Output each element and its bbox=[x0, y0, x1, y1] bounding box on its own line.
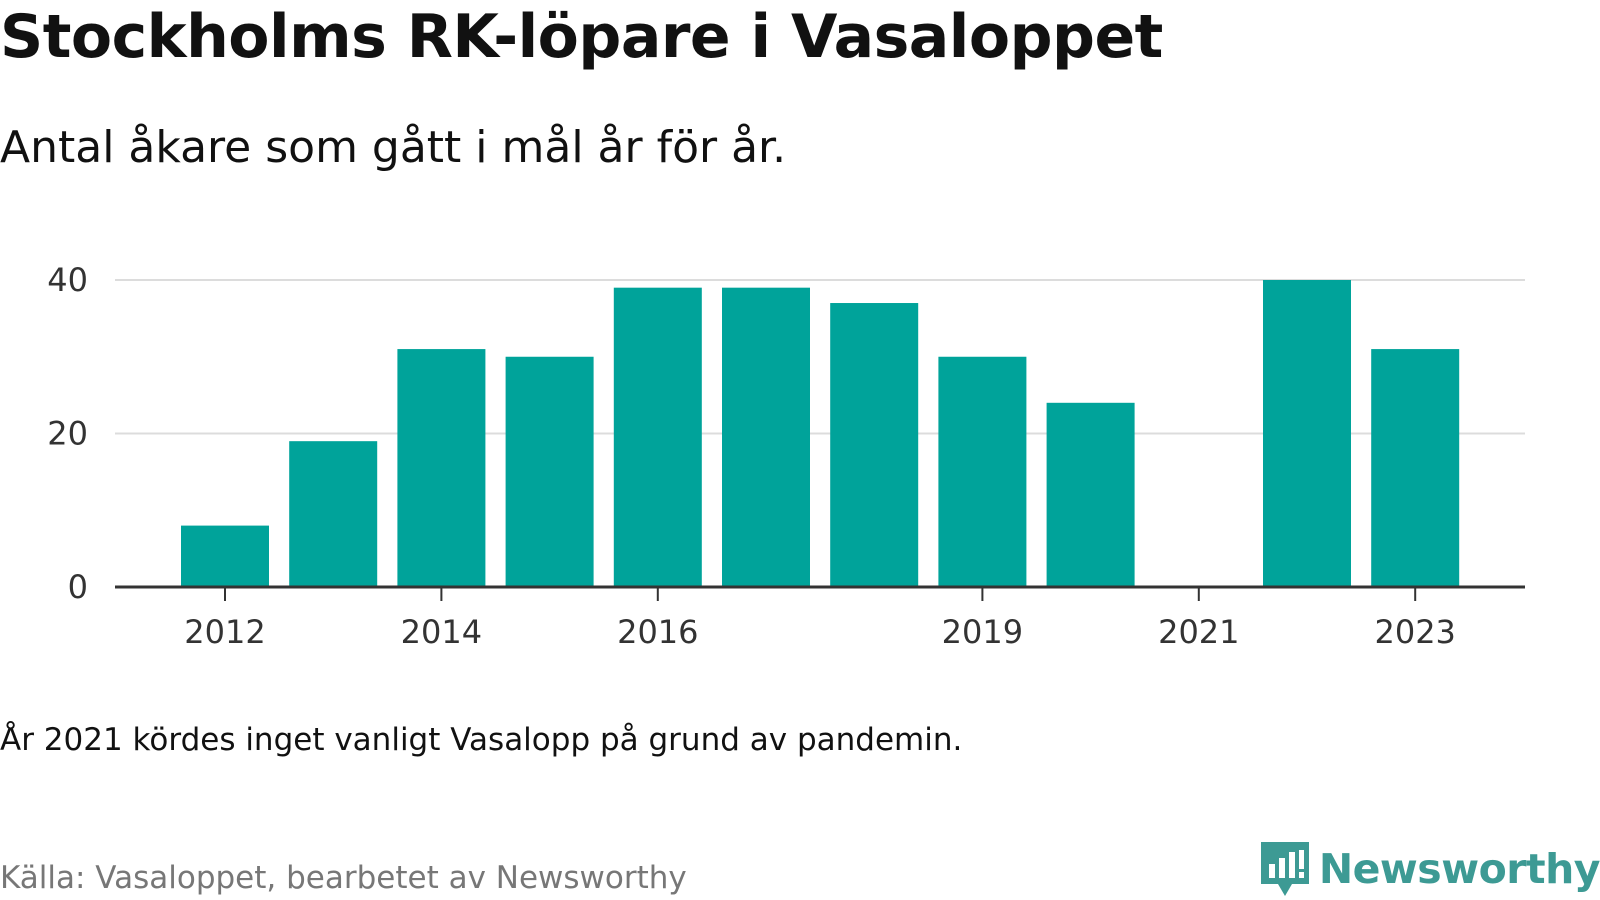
x-tick-label: 2021 bbox=[1158, 613, 1239, 651]
x-tick-label: 2014 bbox=[401, 613, 482, 651]
bar-2015 bbox=[505, 356, 594, 587]
bar-2013 bbox=[289, 441, 378, 587]
y-axis-ticks: 0 20 40 bbox=[47, 261, 88, 606]
bar-2022 bbox=[1263, 280, 1351, 587]
brand-logo: Newsworthy bbox=[1259, 840, 1600, 898]
bar-2019 bbox=[938, 356, 1027, 587]
source-text: Källa: Vasaloppet, bearbetet av Newswort… bbox=[0, 860, 687, 896]
bar-2018 bbox=[830, 303, 919, 587]
brand-name: Newsworthy bbox=[1318, 845, 1600, 893]
bar-2014 bbox=[397, 349, 486, 587]
bar-chart: 0 20 40 2012 2014 2016 2019 2021 2023 bbox=[47, 261, 1525, 651]
x-tick-label: 2019 bbox=[942, 613, 1023, 651]
bar-2012 bbox=[181, 525, 269, 587]
bar-2016 bbox=[613, 287, 702, 587]
x-tick-label: 2023 bbox=[1374, 613, 1455, 651]
bar-2017 bbox=[722, 287, 810, 587]
y-tick-label: 0 bbox=[68, 568, 88, 606]
newsworthy-logo-icon bbox=[1260, 842, 1309, 896]
footnote: År 2021 kördes inget vanligt Vasalopp på… bbox=[0, 722, 963, 758]
y-tick-label: 40 bbox=[47, 261, 88, 299]
chart-subtitle: Antal åkare som gått i mål år för år. bbox=[0, 122, 787, 173]
x-axis-ticks: 2012 2014 2016 2019 2021 2023 bbox=[184, 587, 1456, 651]
chart-title: Stockholms RK-löpare i Vasaloppet bbox=[0, 2, 1163, 72]
y-tick-label: 20 bbox=[47, 415, 88, 453]
bar-2023 bbox=[1371, 349, 1460, 587]
bars bbox=[181, 280, 1460, 587]
x-tick-label: 2012 bbox=[184, 613, 265, 651]
bar-2020 bbox=[1046, 402, 1135, 587]
x-tick-label: 2016 bbox=[617, 613, 698, 651]
